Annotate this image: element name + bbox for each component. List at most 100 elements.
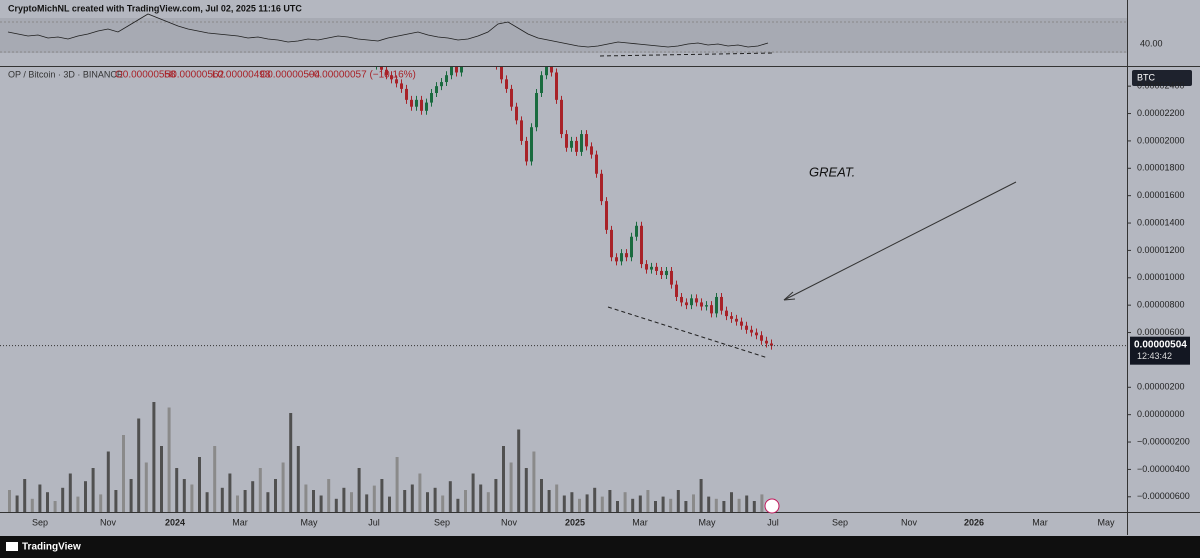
volume-bar	[600, 496, 604, 512]
volume-bar	[540, 479, 543, 512]
time-axis-label: Mar	[1032, 517, 1048, 527]
volume-bar	[220, 487, 224, 512]
candle-body	[450, 67, 453, 76]
candle-body	[500, 67, 503, 80]
volume-bar	[312, 490, 315, 512]
volume-bar	[654, 501, 657, 512]
candle-body	[535, 93, 538, 128]
volume-bar	[570, 492, 574, 512]
volume-bar	[631, 498, 635, 512]
candle-body	[520, 120, 523, 141]
volume-bar	[122, 435, 125, 512]
candle-body	[770, 343, 773, 346]
price-tick-label: 0.00002000	[1137, 135, 1185, 145]
volume-bar	[433, 487, 437, 512]
price-tick-label: −0.00000600	[1137, 491, 1190, 501]
volume-bar	[160, 446, 163, 512]
volume-bar	[350, 492, 353, 512]
volume-bar	[585, 494, 589, 512]
volume-bar	[547, 490, 551, 512]
volume-bar	[555, 484, 559, 512]
candle-body	[595, 154, 598, 174]
legend-change: −0.00000057 (−10.16%)	[308, 70, 416, 81]
candle-body	[640, 225, 643, 265]
volume-bar	[517, 429, 521, 512]
candle-body	[700, 302, 703, 307]
volume-bar	[737, 498, 741, 512]
candle-body	[755, 332, 758, 336]
volume-bar	[236, 495, 239, 512]
time-axis-label: 2025	[565, 517, 585, 527]
volume-bar	[593, 487, 597, 512]
candle-body	[395, 79, 398, 84]
time-axis-label: May	[698, 517, 716, 527]
footer-brand: TradingView	[22, 542, 81, 553]
candle-body	[615, 257, 618, 262]
volume-bar	[486, 492, 490, 512]
candle-body	[420, 99, 423, 111]
candle-body	[400, 83, 403, 89]
arrow-line	[783, 181, 1017, 301]
volume-bar	[106, 451, 110, 512]
candle-body	[745, 325, 748, 330]
footer-bar	[0, 536, 1200, 558]
candle-body	[440, 82, 443, 87]
price-tick-label: 0.00000200	[1137, 382, 1185, 392]
volume-bar	[61, 487, 65, 512]
volume-bar	[175, 468, 179, 512]
price-tick-label: 0.00000800	[1137, 300, 1185, 310]
volume-bar	[578, 498, 581, 512]
time-axis-label: 2026	[964, 517, 984, 527]
header-credit: CryptoMichNL created with TradingView.co…	[8, 3, 302, 13]
candle-body	[405, 88, 408, 100]
volume-bar	[418, 473, 422, 512]
candle-body	[410, 99, 413, 107]
volume-bar	[760, 494, 764, 512]
volume-bar	[357, 468, 361, 512]
volume-bar	[388, 496, 391, 512]
currency-badge[interactable]	[1132, 70, 1192, 86]
rsi-band	[0, 18, 1127, 53]
time-axis-label: Jul	[368, 517, 380, 527]
annotation: GREAT.	[809, 164, 855, 179]
volume-bar	[15, 495, 19, 512]
candle-body	[555, 72, 558, 100]
volume-bar	[509, 462, 513, 512]
time-axis-label: Jul	[767, 517, 779, 527]
volume-bar	[8, 490, 11, 512]
volume-bar	[213, 446, 217, 512]
legend-low: L0.00000498	[212, 70, 271, 81]
volume-bar	[281, 462, 285, 512]
volume-bar	[707, 496, 711, 512]
candle-body	[530, 127, 533, 162]
volume-bar	[289, 413, 293, 512]
candle-body	[435, 86, 438, 94]
volume-bar	[167, 407, 171, 512]
volume-bar	[372, 485, 376, 512]
event-icon[interactable]	[764, 498, 780, 514]
volume-bar	[684, 501, 688, 512]
volume-bar	[129, 479, 133, 512]
candle-body	[580, 134, 583, 152]
candle-body	[650, 266, 653, 270]
candle-body	[600, 173, 603, 202]
volume-bar	[608, 490, 612, 512]
volume-bar	[699, 479, 703, 512]
volume-bar	[251, 481, 255, 512]
volume-bar	[494, 479, 498, 512]
volume-bar	[464, 490, 467, 512]
candle-body	[610, 229, 613, 258]
volume-bar	[395, 457, 399, 512]
candle-body	[380, 67, 383, 70]
volume-bar	[456, 498, 460, 512]
volume-bar	[448, 481, 452, 512]
volume-bar	[327, 479, 331, 512]
volume-bar	[319, 495, 323, 512]
volume-bar	[441, 495, 445, 512]
time-axis-label: Sep	[434, 517, 450, 527]
candle-body	[585, 134, 588, 147]
candle-body	[525, 140, 528, 162]
volume-bar	[190, 484, 194, 512]
